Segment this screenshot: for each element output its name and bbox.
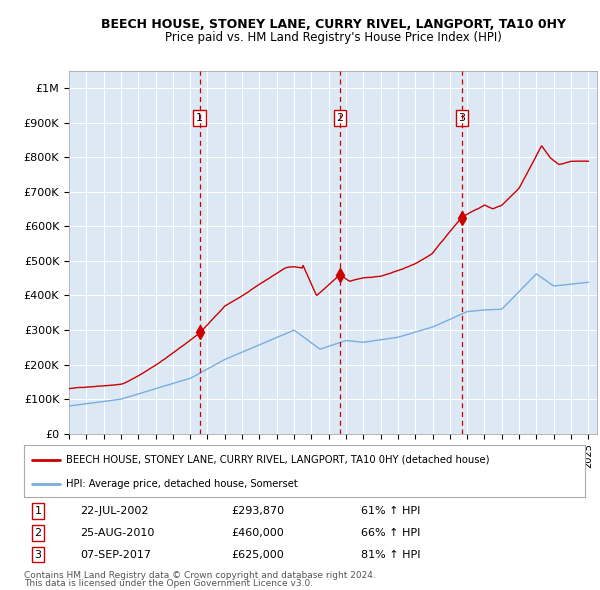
Text: Price paid vs. HM Land Registry's House Price Index (HPI): Price paid vs. HM Land Registry's House … — [164, 31, 502, 44]
Text: 81% ↑ HPI: 81% ↑ HPI — [361, 549, 420, 559]
Text: 07-SEP-2017: 07-SEP-2017 — [80, 549, 151, 559]
Text: £625,000: £625,000 — [232, 549, 284, 559]
Text: 25-AUG-2010: 25-AUG-2010 — [80, 528, 154, 538]
Text: 22-JUL-2002: 22-JUL-2002 — [80, 506, 149, 516]
Text: 2: 2 — [337, 113, 343, 123]
Text: BEECH HOUSE, STONEY LANE, CURRY RIVEL, LANGPORT, TA10 0HY: BEECH HOUSE, STONEY LANE, CURRY RIVEL, L… — [101, 18, 566, 31]
Text: 66% ↑ HPI: 66% ↑ HPI — [361, 528, 420, 538]
Text: This data is licensed under the Open Government Licence v3.0.: This data is licensed under the Open Gov… — [24, 579, 313, 588]
Text: 3: 3 — [35, 549, 41, 559]
Text: 2: 2 — [34, 528, 41, 538]
Text: HPI: Average price, detached house, Somerset: HPI: Average price, detached house, Some… — [66, 480, 298, 489]
Text: 1: 1 — [35, 506, 41, 516]
Text: Contains HM Land Registry data © Crown copyright and database right 2024.: Contains HM Land Registry data © Crown c… — [24, 571, 376, 579]
Text: £293,870: £293,870 — [232, 506, 284, 516]
Text: 3: 3 — [458, 113, 465, 123]
Text: £460,000: £460,000 — [232, 528, 284, 538]
Text: 1: 1 — [196, 113, 203, 123]
Text: BEECH HOUSE, STONEY LANE, CURRY RIVEL, LANGPORT, TA10 0HY (detached house): BEECH HOUSE, STONEY LANE, CURRY RIVEL, L… — [66, 455, 490, 465]
Text: 61% ↑ HPI: 61% ↑ HPI — [361, 506, 420, 516]
